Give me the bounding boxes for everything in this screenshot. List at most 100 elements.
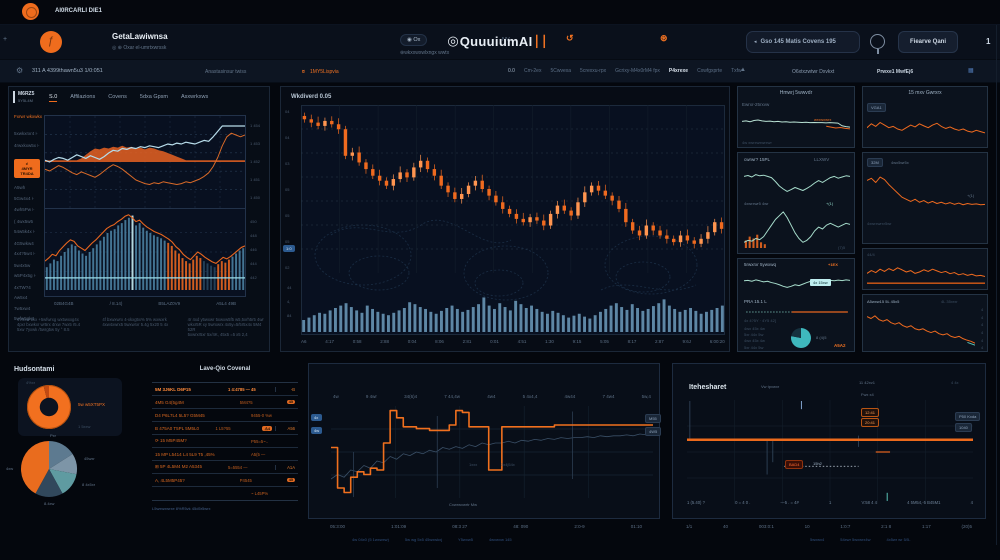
axis-tick-label: 0:04 [407, 339, 417, 344]
table-row[interactable]: D4 P6L7L4 5L5? G5M45 9455-0 %w [152, 409, 298, 422]
search-box[interactable]: ◂ Gso 145 Matis Covens 195 [746, 31, 860, 53]
chart-annotation: 3x4j54x [501, 462, 515, 467]
table-row[interactable]: 15 MP L5414 L4 5L9 T5 ,45% A5(5 — [152, 448, 298, 461]
equity-step-panel: 4w 9 4wr 34(6)4 7 44,4w 4w4 5 4x4,4 4w44 7 4w4 5… [308, 363, 662, 519]
axis-tick-label: 05 [285, 213, 290, 218]
mountain-icon: ▲ [740, 67, 746, 73]
row-value: 5=5554 — [228, 464, 248, 470]
tab[interactable]: S.0 [49, 94, 58, 102]
axis-note: 4x 4?5Y · 4Y5 42] [744, 318, 776, 323]
rail-label[interactable]: 5wfw5gk4 [14, 316, 35, 321]
reserve-button[interactable]: Fiearve Qani [898, 31, 958, 53]
toolbar-item[interactable]: 4 5M54,-5 B45M1 [907, 500, 941, 505]
rail-label[interactable]: Aw5x4 [14, 295, 28, 300]
nav-left-text[interactable]: 311 A 4399thawn5u3 1/0:051 [32, 68, 103, 74]
orange-spark-panel-1: 15 mxv Gwrxrx VGA1 [862, 86, 988, 148]
axis-tick-label: 5:05 [600, 339, 609, 344]
nav-observer[interactable]: O6xtxzwtwr Dxvkxt [792, 69, 835, 75]
panel-logo: M6RZ5 5Y5L4M [13, 91, 34, 103]
gear-icon[interactable]: ⚙ [16, 66, 24, 75]
axis-tick-label: 4, [287, 299, 291, 304]
rail-label[interactable]: 4x4?5w4 ⊦ [14, 251, 36, 256]
nav-item[interactable]: Txfw [731, 68, 742, 74]
rail-label[interactable]: 4G5wkw4 [14, 240, 34, 246]
nav-mid-text[interactable]: Anastasinsur twiss [205, 69, 247, 75]
rail-label[interactable]: 4wh5Pw ⊦ [14, 207, 35, 212]
rail-label[interactable]: 5xwkxrxr4 ⊦ [14, 131, 38, 136]
nav-preset[interactable]: Prwxe1 MwfEj6 [877, 69, 914, 75]
nav-item[interactable]: 5Cwvexa [550, 68, 572, 74]
tab[interactable]: Affilazions [70, 94, 96, 100]
nav-item[interactable]: 5crexxu-rpx [580, 68, 607, 74]
spark-panel-3: 5rwxrxr 5ywxwq +1EX 4x 15xw PRA 15.1 L 4… [737, 258, 855, 352]
amber-trade-button[interactable]: ≠ 4MYR TR4DA [14, 159, 40, 178]
grid-view-icon[interactable]: ▦ [968, 68, 974, 74]
button-mark: ≠ [25, 161, 29, 166]
chart-area [301, 105, 725, 335]
plus-icon[interactable]: + [3, 36, 8, 43]
rail-label[interactable]: 54w5k4x ⊦ [14, 229, 36, 234]
monitor-label: Fwx x4 [861, 392, 874, 397]
undo-icon[interactable]: ↺ [566, 33, 574, 43]
rail-label[interactable]: 5Gw4x4 ⊦ [14, 195, 35, 201]
scatter-line-chart [746, 311, 848, 313]
tab[interactable]: Asxwrkxws [181, 94, 209, 100]
status-dot-icon [22, 3, 39, 20]
button-label: 4MYR TR4DA [20, 166, 34, 176]
user-name[interactable]: GetaLawiwnsa [112, 32, 168, 41]
table-row[interactable]: ⊞ 5P 4L5M4 M2 A5345 5=5554 — A1A [152, 461, 298, 474]
axis-tick-label: 8:17 [627, 339, 637, 344]
target-icon[interactable]: ⊛ [660, 33, 668, 43]
table-row[interactable]: ~ L45P% [152, 487, 298, 500]
y-axis-labels: 1 454 1 453 1 452 1 451 1 450 [250, 123, 260, 200]
nav-item[interactable]: Gcrixy-M4x0rM4 fpx [615, 68, 660, 74]
axis-tick-label: 448 [250, 233, 257, 238]
table-row[interactable]: 5M 3J6KL D6P15 1 4:4785 — 45 -B [152, 383, 298, 396]
sparkline-chart [867, 122, 985, 134]
footnote: 4w 04x0 (5 1wxwxw) [352, 537, 389, 542]
rail-label[interactable]: 4rwxkxw5x ⊦ [14, 142, 40, 148]
table-row[interactable]: A, 4L5M5P45? P4545 45 [152, 474, 298, 487]
nav-item[interactable]: Cm-2ex [523, 68, 542, 74]
tab[interactable]: 5dxa Gpsm [139, 94, 169, 100]
toolbar-item[interactable]: 0 = 4 0 . [735, 500, 751, 505]
toolbar-item[interactable]: V:58 4 4 [861, 500, 877, 505]
rail-label[interactable]: 5w4x5w [14, 262, 31, 268]
ticker-chip[interactable]: VGA1 [867, 103, 886, 112]
axis-tick-label: 44 [287, 285, 292, 290]
axis-tick-label: (20)5 [961, 524, 972, 529]
donut-top-label: 4%xr [26, 380, 36, 385]
avatar[interactable] [40, 31, 62, 53]
axis-tick-label: 1:0:7 [840, 524, 851, 529]
nav-item[interactable]: Cxwfgxprte [697, 68, 723, 74]
axis-tick-label: 05 [285, 187, 290, 192]
nav-item[interactable]: P4xrexe [668, 68, 689, 74]
notification-icon[interactable] [870, 34, 885, 54]
pill-nv[interactable]: NV [502, 37, 510, 43]
toolbar-item[interactable]: 1 (5.40) ? [687, 500, 705, 505]
highlight-tag[interactable]: 4x 15xw [810, 279, 831, 286]
left-chart-frame [44, 115, 246, 297]
toolbar-item[interactable]: 1 [828, 500, 832, 505]
nav-orange-text[interactable]: 1MY5Lispvia [310, 69, 339, 75]
table-row[interactable]: B 475A0 T5PL 5M5L0 1 L5?55 ⚠4 A56 [152, 422, 298, 435]
pill-ox[interactable]: ◉ Ox [400, 34, 428, 46]
rail-label[interactable]: w5P4x5g ⊦ [14, 273, 37, 278]
table-row[interactable]: 4M5 G4(5g4M 5M4?5 45 [152, 396, 298, 409]
rail-label[interactable]: A5wh [14, 185, 26, 190]
axis-tick-label: 2:0-9 [574, 524, 585, 529]
toolbar-item[interactable]: —5 . = 4# [780, 500, 799, 505]
axis-tick-label: 1:01:09 [391, 524, 407, 529]
sparkline-chart [867, 176, 985, 206]
app-logo: ◎ QuuuiumAI ∣∣ [447, 33, 548, 49]
rail-label[interactable]: 4xTW?4 [14, 284, 31, 290]
rail-label[interactable]: 7w5xw4 [14, 305, 31, 311]
stat-text: 4f bxwxwrx 4-xkxg5x% 5% wxwxrk 4xw4xwrx5… [102, 317, 169, 327]
toolbar-item[interactable]: 4 [970, 500, 973, 505]
tab[interactable]: Covens [108, 94, 127, 100]
nav-item[interactable]: 0.0 [508, 68, 515, 74]
table-row[interactable]: ⟳ 15 M5P45M? P55=5~.. [152, 435, 298, 448]
rail-label[interactable]: ( 4wx5w5 [14, 218, 34, 224]
row-badge: 45 [286, 478, 295, 482]
ticker-chip[interactable]: 32M [867, 158, 883, 167]
